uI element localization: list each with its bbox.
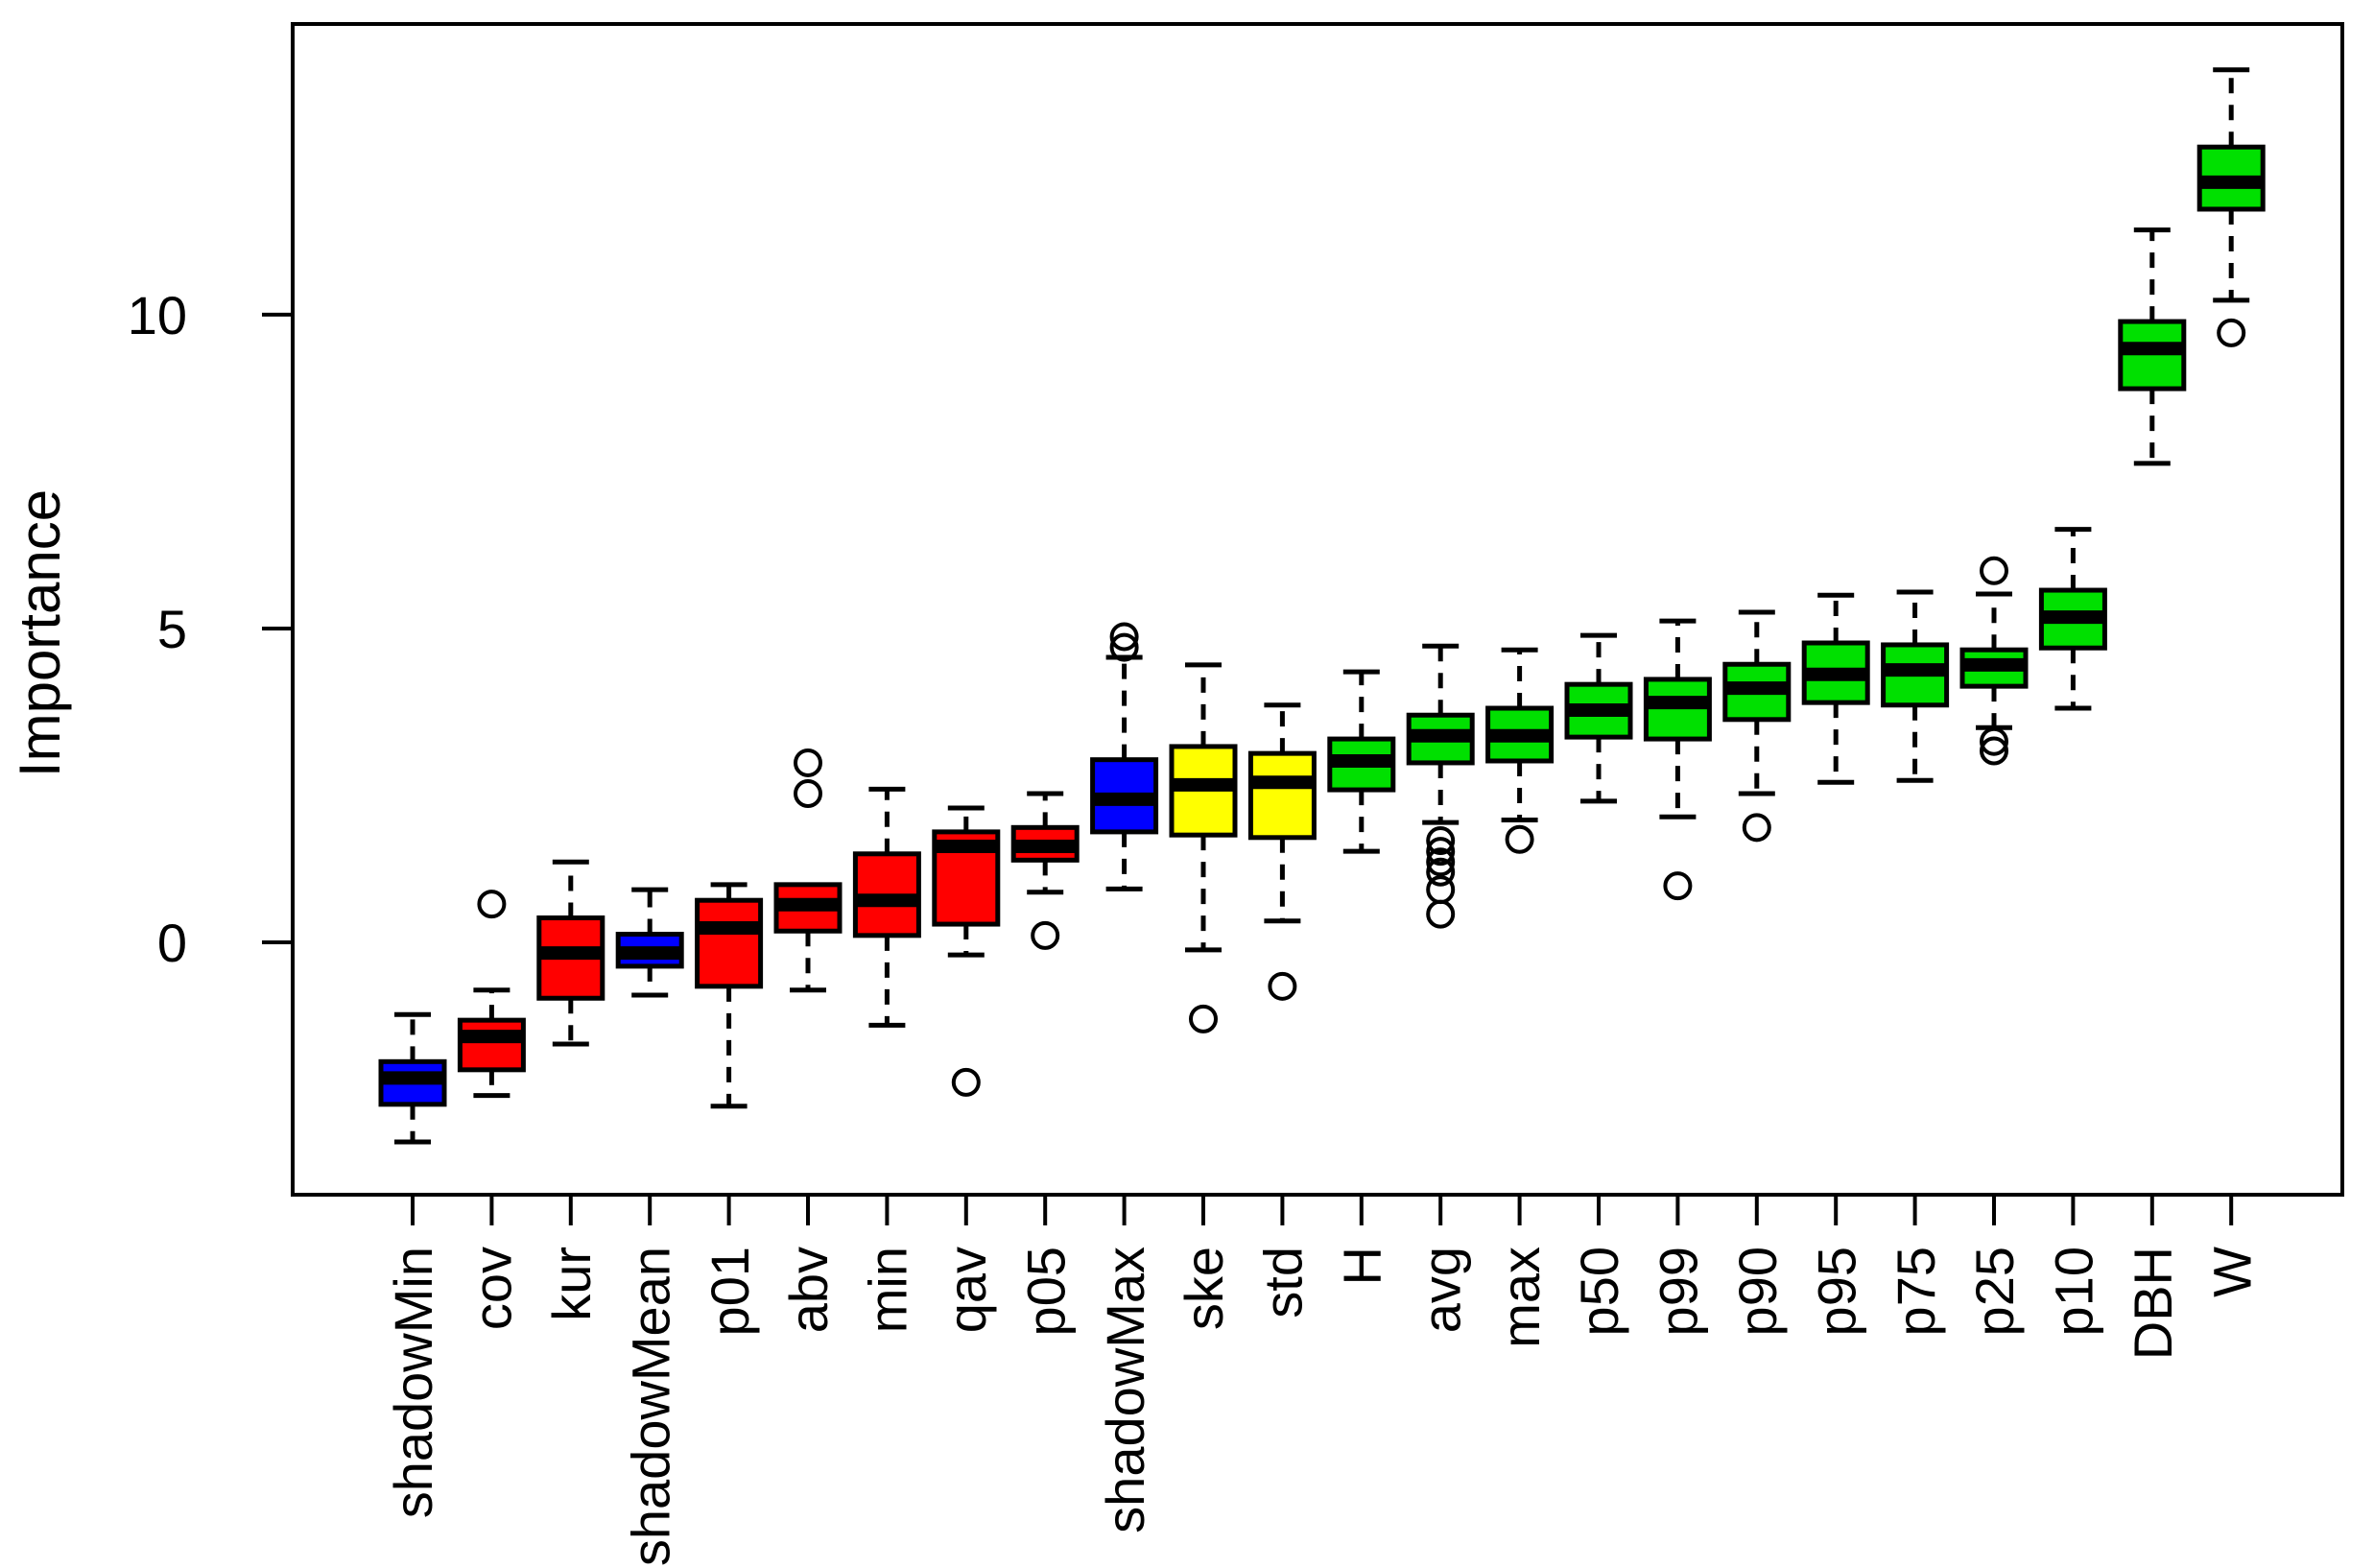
outlier-point [2217,318,2246,347]
x-tick-label-shadowMin: shadowMin [383,1247,443,1518]
outlier-point [1426,899,1456,929]
x-tick-label-H: H [1332,1247,1392,1285]
boxplot-group-shadowMax: shadowMax [1090,622,1159,1533]
y-axis: 0 5 10 [128,285,293,973]
x-tick-label-max: max [1490,1247,1551,1348]
boxplot-group-ske: ske [1169,662,1238,1330]
boxplot-group-p95: p95 [1801,592,1870,1336]
outlier-point [1426,837,1456,867]
outlier-point [1980,726,2008,756]
outlier-point [1189,1004,1218,1033]
x-tick-label-qav: qav [937,1247,997,1333]
outlier-point [1268,971,1297,1001]
outlier-point [1980,556,2008,585]
boxplot-group-cov: cov [457,890,526,1330]
x-tick-label-p05: p05 [1015,1247,1076,1336]
x-tick-label-p95: p95 [1806,1247,1866,1336]
boxplot-group-p75: p75 [1881,589,1950,1336]
outlier-point [951,1067,981,1097]
boxplot-group-H: H [1327,669,1396,1285]
y-tick-label: 0 [157,913,187,973]
boxplot-group-p90: p90 [1722,609,1792,1336]
outlier-point [1426,857,1456,887]
boxplot-group-p50: p50 [1564,632,1633,1336]
boxplot-group-kur: kur [536,859,605,1321]
x-tick-label-cov: cov [463,1247,523,1330]
boxplot-group-min: min [852,786,921,1333]
x-tick-label-p90: p90 [1727,1247,1788,1336]
x-tick-label-p01: p01 [700,1247,760,1336]
x-tick-label-min: min [858,1247,918,1333]
outlier-point [1980,736,2008,766]
boxplot-group-qav: qav [932,805,1001,1333]
boxplot-group-shadowMin: shadowMin [378,1011,447,1518]
outlier-point [1663,871,1693,901]
outlier-point [477,890,507,919]
outlier-point [1109,632,1139,662]
plot-frame [291,22,2344,1197]
y-axis-title: Importance [8,489,72,777]
x-tick-label-shadowMax: shadowMax [1095,1247,1155,1533]
boxplot-group-DBH: DBH [2118,227,2187,1360]
outlier-point [1426,875,1456,905]
x-tick-label-p25: p25 [1964,1247,2025,1336]
box-cov [457,1017,526,1073]
boxplot-group-W: W [2196,67,2266,1297]
outlier-point [1505,824,1534,854]
boxplot-group-std: std [1247,702,1317,1319]
x-tick-label-p10: p10 [2044,1247,2104,1336]
x-tick-label-avg: avg [1411,1247,1471,1333]
x-tick-label-shadowMean: shadowMean [620,1247,680,1566]
outlier-point [1031,920,1060,950]
outlier-point [1109,622,1139,652]
x-tick-label-W: W [2201,1247,2262,1297]
outlier-point [1426,847,1456,877]
x-tick-label-abv: abv [778,1247,839,1333]
boxplot-group-p10: p10 [2038,527,2107,1336]
boxplot-group-p99: p99 [1643,618,1712,1336]
box-p01 [695,897,764,989]
x-tick-label-kur: kur [541,1247,602,1321]
x-tick-label-p50: p50 [1569,1247,1629,1336]
boxplot-group-p01: p01 [695,882,764,1336]
boxplot-group-shadowMean: shadowMean [615,887,684,1566]
boxplot-group-max: max [1485,647,1555,1348]
outlier-point [1426,826,1456,856]
boxplot-group-avg: avg [1406,643,1475,1333]
boxplot-group-p05: p05 [1010,791,1080,1336]
box-std [1247,750,1317,841]
outlier-point [794,748,822,777]
x-tick-label-p75: p75 [1886,1247,1946,1336]
outlier-point [794,778,822,808]
boxplot-group-p25: p25 [1959,556,2029,1336]
x-tick-label-p99: p99 [1649,1247,1709,1336]
outlier-point [1742,813,1771,843]
y-tick-label: 10 [128,285,187,345]
x-tick-label-ske: ske [1174,1247,1234,1330]
boxplot-group-abv: abv [773,748,843,1333]
x-tick-label-DBH: DBH [2123,1247,2183,1360]
y-tick-label: 5 [157,599,187,659]
x-tick-label-std: std [1253,1247,1314,1319]
